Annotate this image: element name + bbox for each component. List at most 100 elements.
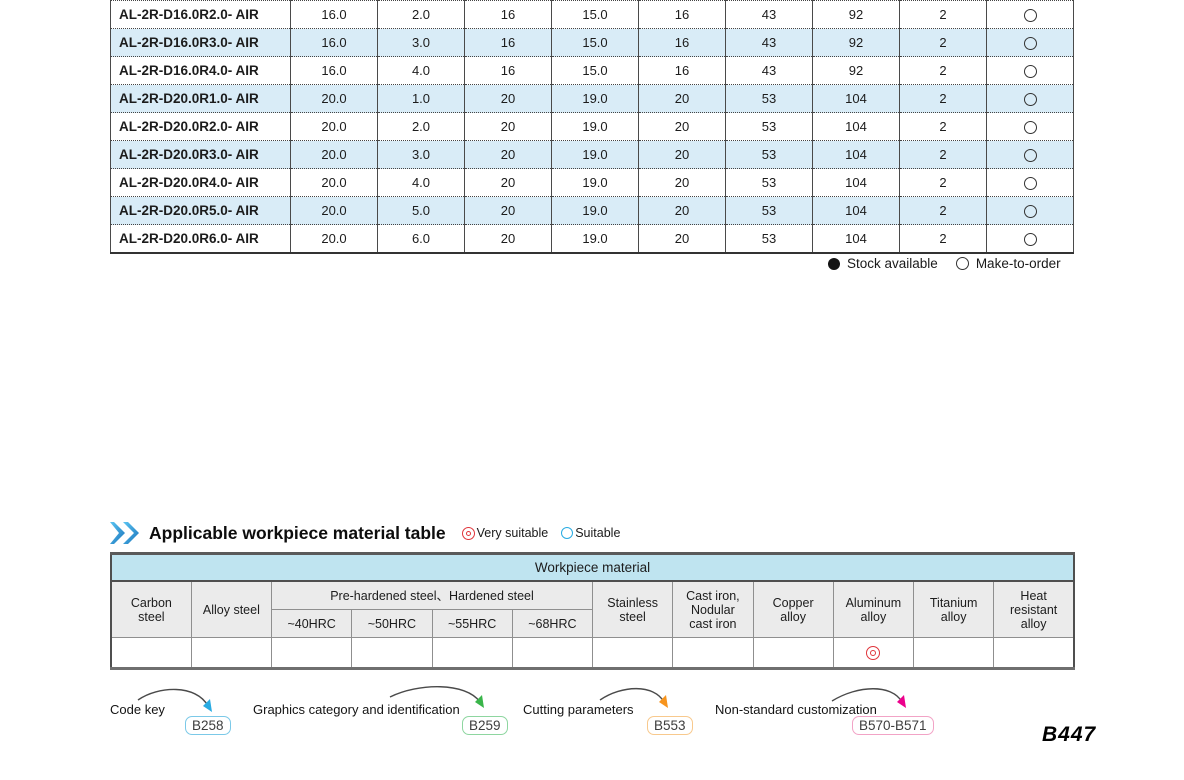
suitability-legend: Very suitable Suitable — [461, 526, 620, 540]
value-cell: 16.0 — [290, 0, 378, 29]
table-row: AL-2R-D16.0R3.0- AIR 16.0 3.0 16 15.0 16 43 92 2 — [110, 28, 1074, 57]
rating-cell — [752, 637, 834, 669]
arrow-cutting — [599, 688, 665, 703]
value-cell: 19.0 — [551, 224, 639, 254]
col-carbon-steel: Carbon steel — [110, 580, 192, 638]
value-cell: 92 — [812, 28, 900, 57]
availability-cell — [986, 224, 1074, 254]
model-cell: AL-2R-D16.0R3.0- AIR — [110, 28, 291, 57]
value-cell: 2 — [899, 224, 987, 254]
value-cell: 20 — [464, 112, 552, 141]
value-cell: 19.0 — [551, 196, 639, 225]
stock-available-label: Stock available — [847, 256, 938, 271]
material-band-title: Workpiece material — [110, 553, 1075, 582]
value-cell: 5.0 — [377, 196, 465, 225]
model-cell: AL-2R-D20.0R2.0- AIR — [110, 112, 291, 141]
value-cell: 3.0 — [377, 140, 465, 169]
value-cell: 20 — [638, 112, 726, 141]
value-cell: 19.0 — [551, 84, 639, 113]
value-cell: 43 — [725, 28, 813, 57]
value-cell: 104 — [812, 196, 900, 225]
arrow-nonstandard — [831, 688, 903, 703]
make-to-order-icon — [1023, 177, 1037, 191]
suitable-icon — [561, 527, 574, 539]
value-cell: 43 — [725, 56, 813, 85]
value-cell: 104 — [812, 140, 900, 169]
model-cell: AL-2R-D16.0R2.0- AIR — [110, 0, 291, 29]
value-cell: 4.0 — [377, 168, 465, 197]
page-ref-badge: B259 — [462, 716, 508, 735]
table-row: AL-2R-D20.0R1.0- AIR 20.0 1.0 20 19.0 20 53 104… — [110, 84, 1074, 113]
value-cell: 20 — [638, 140, 726, 169]
footnote-label: Graphics category and identification — [253, 702, 460, 717]
value-cell: 16.0 — [290, 56, 378, 85]
make-to-order-icon — [1023, 93, 1037, 107]
value-cell: 2 — [899, 28, 987, 57]
value-cell: 20 — [464, 84, 552, 113]
page-ref-badge: B258 — [185, 716, 231, 735]
value-cell: 53 — [725, 140, 813, 169]
make-to-order-icon — [1023, 121, 1037, 135]
value-cell: 20 — [638, 224, 726, 254]
page-ref-badge: B570-B571 — [852, 716, 934, 735]
value-cell: 16.0 — [290, 28, 378, 57]
value-cell: 6.0 — [377, 224, 465, 254]
value-cell: 16 — [464, 28, 552, 57]
value-cell: 2 — [899, 112, 987, 141]
availability-cell — [986, 168, 1074, 197]
value-cell: 20.0 — [290, 196, 378, 225]
col-alloy-steel: Alloy steel — [190, 580, 273, 638]
model-cell: AL-2R-D16.0R4.0- AIR — [110, 56, 291, 85]
table-row: AL-2R-D20.0R4.0- AIR 20.0 4.0 20 19.0 20 53 104… — [110, 168, 1074, 197]
legend-very-suitable: Very suitable — [461, 526, 549, 540]
value-cell: 20.0 — [290, 84, 378, 113]
legend-suitable: Suitable — [561, 526, 620, 540]
availability-cell — [986, 56, 1074, 85]
arrowhead-nonstandard — [897, 695, 906, 708]
arrowhead-graphics — [475, 695, 484, 708]
value-cell: 2 — [899, 0, 987, 29]
stock-available-icon — [828, 257, 840, 270]
value-cell: 20 — [638, 196, 726, 225]
value-cell: 20 — [638, 168, 726, 197]
value-cell: 2 — [899, 196, 987, 225]
make-to-order-icon — [1023, 149, 1037, 163]
rating-cell — [993, 637, 1075, 669]
very-suitable-label: Very suitable — [476, 526, 549, 540]
value-cell: 104 — [812, 168, 900, 197]
footnote-label: Cutting parameters — [523, 702, 634, 717]
model-cell: AL-2R-D20.0R6.0- AIR — [110, 224, 291, 254]
value-cell: 53 — [725, 112, 813, 141]
arrow-graphics — [389, 686, 481, 703]
value-cell: 20.0 — [290, 112, 378, 141]
availability-cell — [986, 196, 1074, 225]
double-chevron-icon — [110, 522, 139, 544]
value-cell: 53 — [725, 224, 813, 254]
value-cell: 2 — [899, 84, 987, 113]
value-cell: 20.0 — [290, 140, 378, 169]
legend-stock-available: Stock available — [828, 256, 938, 271]
make-to-order-icon — [1023, 65, 1037, 79]
rating-cell — [672, 637, 754, 669]
col-titanium-alloy: Titanium alloy — [912, 580, 995, 638]
value-cell: 16 — [638, 56, 726, 85]
col-40hrc: ~40HRC — [270, 609, 353, 638]
col-stainless-steel: Stainless steel — [591, 580, 674, 638]
rating-cell — [351, 637, 433, 669]
model-cell: AL-2R-D20.0R3.0- AIR — [110, 140, 291, 169]
value-cell: 1.0 — [377, 84, 465, 113]
make-to-order-icon — [955, 257, 969, 270]
rating-cell — [431, 637, 513, 669]
value-cell: 19.0 — [551, 140, 639, 169]
page-ref-badge: B553 — [647, 716, 693, 735]
col-50hrc: ~50HRC — [351, 609, 433, 638]
value-cell: 20 — [464, 168, 552, 197]
value-cell: 43 — [725, 0, 813, 29]
rating-cell — [270, 637, 353, 669]
material-band-row: Workpiece material — [110, 553, 1075, 582]
rating-cell — [511, 637, 594, 669]
material-subheader-row: ~40HRC ~50HRC ~55HRC ~68HRC — [111, 609, 1074, 638]
availability-legend: Stock available Make-to-order — [828, 256, 1061, 271]
col-group-hardened-steel: Pre-hardened steel、Hardened steel — [271, 580, 593, 610]
